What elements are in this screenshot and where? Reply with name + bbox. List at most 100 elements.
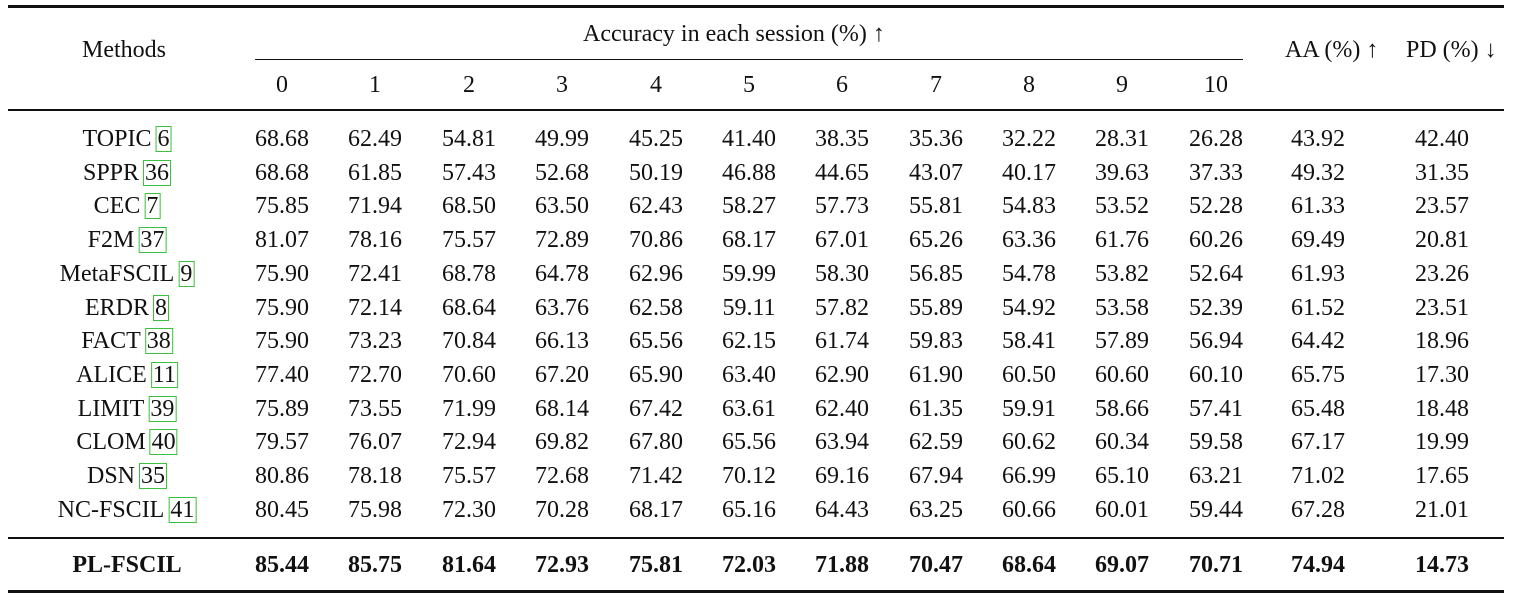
value-cell: 77.40 <box>255 361 309 388</box>
method-label: LIMIT <box>77 395 145 422</box>
value-cell: 49.32 <box>1291 159 1345 186</box>
method-name: DSN 35 <box>87 462 168 490</box>
method-label: FACT <box>81 328 141 355</box>
value-cell: 44.65 <box>815 159 869 186</box>
value-cell: 43.07 <box>909 159 963 186</box>
value-cell: 41.40 <box>722 126 776 152</box>
method-label: NC-FSCIL <box>57 496 165 523</box>
citation-link[interactable]: 6 <box>155 126 172 152</box>
value-cell: 63.21 <box>1189 463 1243 489</box>
value-cell: 72.89 <box>535 227 589 254</box>
value-cell: 37.33 <box>1189 159 1243 186</box>
value-cell: 67.42 <box>629 395 683 422</box>
method-name: MetaFSCIL 9 <box>60 260 195 288</box>
value-cell: 75.57 <box>442 227 496 254</box>
session-header-2: 2 <box>463 72 475 98</box>
citation-link[interactable]: 39 <box>148 395 177 422</box>
value-cell: 23.57 <box>1415 193 1469 220</box>
value-cell: 65.75 <box>1291 361 1345 388</box>
value-cell: 78.18 <box>348 463 402 489</box>
value-cell: 75.98 <box>348 496 402 523</box>
citation-link[interactable]: 37 <box>138 227 167 254</box>
citation-link[interactable]: 40 <box>149 429 178 456</box>
value-cell: 67.01 <box>815 227 869 254</box>
method-name: FACT 38 <box>81 327 173 355</box>
value-cell: 35.36 <box>909 126 963 152</box>
value-cell: 32.22 <box>1002 126 1056 152</box>
value-cell: 49.99 <box>535 126 589 152</box>
value-cell: 40.17 <box>1002 159 1056 186</box>
pd-header: PD (%) ↓ <box>1406 37 1497 63</box>
final-row-top-rule <box>8 537 1504 539</box>
value-cell: 39.63 <box>1095 159 1149 186</box>
citation-link[interactable]: 9 <box>178 260 195 287</box>
value-cell: 67.17 <box>1291 429 1345 456</box>
session-header-7: 7 <box>930 72 942 98</box>
value-cell: 72.68 <box>535 463 589 489</box>
method-label: ALICE <box>76 361 147 388</box>
value-cell: 60.50 <box>1002 361 1056 388</box>
value-cell: 59.58 <box>1189 429 1243 456</box>
session-header-6: 6 <box>836 72 848 98</box>
method-name: TOPIC 6 <box>83 125 172 153</box>
value-cell: 64.42 <box>1291 328 1345 355</box>
value-cell: 54.92 <box>1002 294 1056 321</box>
method-name: CEC 7 <box>94 192 161 220</box>
value-cell: 18.48 <box>1415 395 1469 422</box>
final-value-cell: 72.93 <box>535 552 589 578</box>
value-cell: 67.28 <box>1291 496 1345 523</box>
value-cell: 65.90 <box>629 361 683 388</box>
value-cell: 52.64 <box>1189 260 1243 287</box>
value-cell: 50.19 <box>629 159 683 186</box>
value-cell: 62.40 <box>815 395 869 422</box>
value-cell: 72.30 <box>442 496 496 523</box>
citation-link[interactable]: 8 <box>153 294 170 321</box>
value-cell: 61.74 <box>815 328 869 355</box>
value-cell: 55.81 <box>909 193 963 220</box>
citation-link[interactable]: 36 <box>143 159 172 186</box>
value-cell: 63.94 <box>815 429 869 456</box>
bottom-rule <box>8 590 1504 593</box>
value-cell: 62.58 <box>629 294 683 321</box>
value-cell: 64.43 <box>815 496 869 523</box>
value-cell: 80.86 <box>255 463 309 489</box>
value-cell: 59.11 <box>722 294 776 321</box>
value-cell: 69.82 <box>535 429 589 456</box>
citation-link[interactable]: 7 <box>144 193 161 220</box>
value-cell: 65.26 <box>909 227 963 254</box>
method-name: NC-FSCIL 41 <box>58 496 197 524</box>
citation-link[interactable]: 11 <box>150 361 178 388</box>
value-cell: 38.35 <box>815 126 869 152</box>
value-cell: 62.59 <box>909 429 963 456</box>
value-cell: 54.78 <box>1002 260 1056 287</box>
method-label: CLOM <box>76 429 146 456</box>
citation-link[interactable]: 41 <box>168 496 197 523</box>
value-cell: 75.90 <box>255 260 309 287</box>
citation-link[interactable]: 38 <box>144 328 173 355</box>
value-cell: 53.82 <box>1095 260 1149 287</box>
value-cell: 60.62 <box>1002 429 1056 456</box>
value-cell: 67.94 <box>909 463 963 489</box>
value-cell: 53.58 <box>1095 294 1149 321</box>
session-group-underline <box>255 59 1243 60</box>
value-cell: 75.90 <box>255 294 309 321</box>
value-cell: 58.66 <box>1095 395 1149 422</box>
final-value-cell: 70.47 <box>909 552 963 578</box>
value-cell: 70.60 <box>442 361 496 388</box>
value-cell: 66.99 <box>1002 463 1056 489</box>
value-cell: 63.50 <box>535 193 589 220</box>
value-cell: 65.56 <box>629 328 683 355</box>
value-cell: 62.96 <box>629 260 683 287</box>
value-cell: 61.52 <box>1291 294 1345 321</box>
value-cell: 71.42 <box>629 463 683 489</box>
value-cell: 59.83 <box>909 328 963 355</box>
value-cell: 54.83 <box>1002 193 1056 220</box>
value-cell: 59.91 <box>1002 395 1056 422</box>
citation-link[interactable]: 35 <box>139 463 168 489</box>
final-value-cell: 14.73 <box>1415 552 1469 578</box>
value-cell: 19.99 <box>1415 429 1469 456</box>
accuracy-group-header: Accuracy in each session (%) ↑ <box>583 21 885 47</box>
value-cell: 67.80 <box>629 429 683 456</box>
value-cell: 80.45 <box>255 496 309 523</box>
method-name: CLOM 40 <box>76 428 178 456</box>
